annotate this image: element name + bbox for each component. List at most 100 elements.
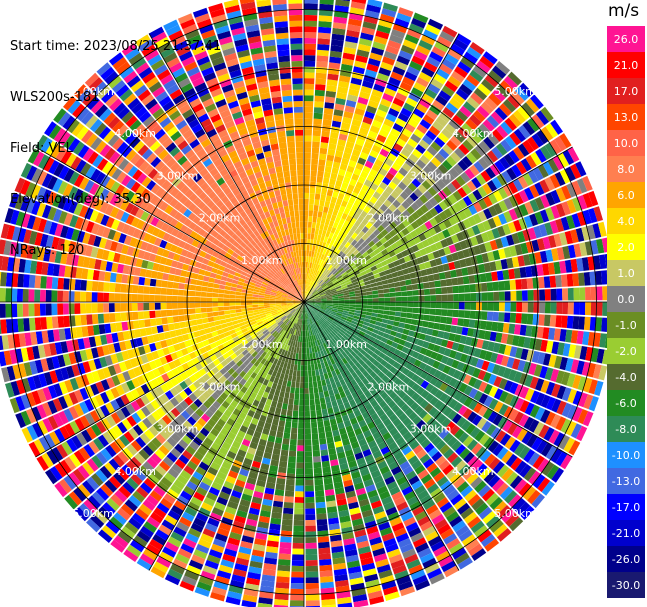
- velocity-gate-cell: [492, 250, 501, 261]
- velocity-gate-cell: [312, 375, 317, 382]
- velocity-gate-cell: [304, 129, 312, 136]
- velocity-gate-cell: [493, 302, 500, 311]
- velocity-gate-cell: [419, 248, 427, 256]
- velocity-gate-cell: [339, 75, 351, 83]
- velocity-gate-cell: [404, 143, 415, 153]
- velocity-gate-cell: [110, 322, 117, 333]
- velocity-gate-cell: [494, 107, 508, 121]
- velocity-gate-cell: [373, 258, 381, 266]
- velocity-gate-cell: [495, 143, 508, 156]
- velocity-gate-cell: [63, 278, 70, 290]
- velocity-gate-cell: [335, 97, 346, 106]
- velocity-gate-cell: [305, 508, 316, 515]
- velocity-gate-cell: [369, 196, 378, 204]
- velocity-gate-cell: [507, 181, 519, 194]
- velocity-gate-cell: [508, 195, 519, 208]
- velocity-gate-cell: [487, 133, 500, 146]
- velocity-gate-cell: [280, 408, 287, 416]
- velocity-gate-cell: [289, 444, 297, 452]
- velocity-gate-cell: [304, 181, 310, 188]
- velocity-gate-cell: [184, 283, 191, 290]
- velocity-gate-cell: [332, 296, 339, 299]
- velocity-gate-cell: [438, 164, 449, 175]
- velocity-gate-cell: [439, 323, 446, 331]
- velocity-gate-cell: [304, 290, 306, 297]
- velocity-gate-cell: [393, 142, 404, 153]
- velocity-gate-cell: [567, 287, 574, 301]
- velocity-gate-cell: [325, 249, 330, 256]
- velocity-gate-cell: [492, 215, 502, 227]
- velocity-gate-cell: [320, 136, 330, 144]
- velocity-gate-cell: [582, 192, 593, 208]
- velocity-gate-cell: [323, 206, 329, 214]
- velocity-gate-cell: [429, 51, 444, 63]
- velocity-gate-cell: [507, 71, 522, 86]
- velocity-gate-cell: [321, 130, 330, 138]
- velocity-gate-cell: [114, 303, 121, 312]
- velocity-gate-cell: [230, 313, 237, 318]
- velocity-gate-cell: [321, 460, 330, 468]
- velocity-gate-cell: [394, 186, 404, 195]
- velocity-gate-cell: [308, 285, 311, 292]
- velocity-gate-cell: [325, 494, 336, 502]
- velocity-gate-cell: [344, 297, 350, 300]
- velocity-gate-cell: [416, 276, 423, 284]
- velocity-gate-cell: [420, 34, 436, 46]
- velocity-gate-cell: [304, 78, 315, 85]
- velocity-gate-cell: [376, 317, 383, 323]
- velocity-gate-cell: [392, 66, 406, 76]
- velocity-gate-cell: [108, 303, 115, 313]
- velocity-gate-cell: [235, 298, 241, 302]
- velocity-gate-cell: [364, 254, 372, 261]
- velocity-gate-cell: [447, 302, 454, 309]
- velocity-gate-cell: [470, 131, 483, 144]
- velocity-gate-cell: [427, 18, 444, 30]
- velocity-gate-cell: [366, 4, 381, 14]
- velocity-gate-cell: [464, 257, 473, 267]
- velocity-gate-cell: [500, 259, 508, 270]
- velocity-gate-cell: [420, 269, 428, 277]
- velocity-gate-cell: [451, 70, 465, 83]
- velocity-gate-cell: [91, 303, 98, 314]
- velocity-gate-cell: [381, 318, 389, 324]
- velocity-gate-cell: [314, 392, 320, 399]
- velocity-gate-cell: [407, 138, 418, 148]
- velocity-gate-cell: [252, 304, 259, 308]
- velocity-gate-cell: [422, 320, 429, 328]
- velocity-gate-cell: [364, 160, 374, 169]
- velocity-gate-cell: [482, 220, 492, 231]
- velocity-gate-cell: [166, 302, 173, 310]
- velocity-gate-cell: [305, 560, 318, 567]
- velocity-gate-cell: [534, 196, 545, 211]
- velocity-gate-cell: [478, 243, 487, 254]
- velocity-gate-cell: [487, 292, 494, 301]
- velocity-gate-cell: [195, 313, 202, 320]
- velocity-gate-cell: [305, 542, 317, 549]
- velocity-gate-cell: [533, 225, 543, 239]
- velocity-gate-cell: [293, 519, 304, 526]
- velocity-gate-cell: [310, 287, 314, 293]
- velocity-gate-cell: [304, 152, 311, 159]
- velocity-gate-cell: [421, 180, 432, 190]
- velocity-gate-cell: [376, 232, 384, 241]
- velocity-gate-cell: [321, 598, 336, 606]
- velocity-gate-cell: [415, 217, 424, 227]
- velocity-gate-cell: [196, 318, 203, 325]
- velocity-gate-cell: [459, 105, 472, 118]
- velocity-gate-cell: [396, 231, 405, 239]
- velocity-gate-cell: [423, 61, 438, 73]
- velocity-gate-cell: [294, 393, 300, 400]
- velocity-gate-cell: [149, 310, 156, 319]
- velocity-gate-cell: [103, 292, 109, 302]
- velocity-gate-cell: [276, 576, 290, 583]
- velocity-gate-cell: [346, 202, 353, 210]
- velocity-gate-cell: [344, 234, 351, 242]
- velocity-gate-cell: [322, 466, 331, 474]
- velocity-gate-cell: [433, 168, 444, 179]
- velocity-gate-cell: [332, 22, 347, 30]
- velocity-gate-cell: [285, 484, 295, 492]
- velocity-gate-cell: [388, 250, 396, 258]
- velocity-gate-cell: [306, 347, 310, 354]
- velocity-gate-cell: [343, 207, 351, 215]
- velocity-gate-cell: [288, 369, 294, 376]
